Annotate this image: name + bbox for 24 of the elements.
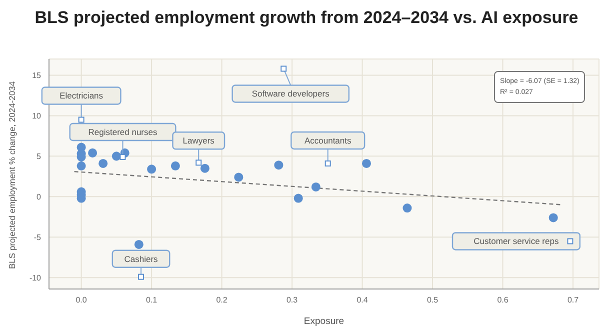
y-tick-label: 15 [32, 71, 42, 80]
annotation: Software developers [252, 88, 330, 99]
x-axis-title: Exposure [304, 316, 344, 327]
annotation: Cashiers [124, 254, 158, 264]
x-tick-label: 0.5 [426, 296, 439, 305]
annotation: Customer service reps [474, 236, 559, 246]
y-tick-label: 5 [36, 152, 42, 162]
x-tick-label: 0.0 [76, 296, 88, 305]
x-tick-label: 0.3 [286, 296, 298, 305]
x-tick-label: 0.4 [356, 296, 368, 305]
y-axis-title: BLS projected employment % change, 2024-2034 [7, 81, 18, 269]
annotation: Lawyers [182, 136, 214, 146]
y-tick-label: 10 [32, 112, 42, 121]
y-tick-label: -10 [29, 274, 42, 282]
chart-title: BLS projected employment growth from 2024–2034 vs. AI exposure [34, 8, 580, 28]
x-tick-label: 0.2 [216, 296, 228, 305]
annotation: Electricians [60, 90, 104, 101]
annotation: Accountants [304, 135, 352, 146]
y-tick-label: -5 [34, 233, 42, 242]
x-tick-label: 0.7 [567, 296, 580, 305]
annotation: Registered nurses [88, 126, 158, 137]
x-tick-label: 0.1 [146, 296, 158, 305]
y-tick-label: 0 [36, 192, 42, 202]
x-tick-label: 0.6 [497, 296, 509, 305]
